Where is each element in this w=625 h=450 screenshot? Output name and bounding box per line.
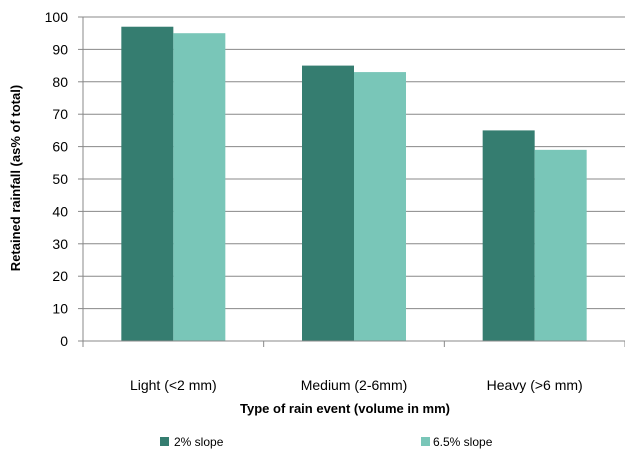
- y-tick-label-40: 40: [52, 203, 68, 219]
- y-tick-label-20: 20: [52, 268, 68, 284]
- x-category-label-0: Light (<2 mm): [130, 377, 217, 393]
- legend-label-6-5pct-slope: 6.5% slope: [433, 435, 493, 449]
- y-tick-label-50: 50: [52, 171, 68, 187]
- y-tick-label-90: 90: [52, 41, 68, 57]
- bar-heavy-6-mm-2-slope: [482, 130, 535, 341]
- bars: [121, 26, 587, 341]
- legend-swatch-6-5pct-slope: [421, 437, 430, 446]
- y-tick-labels: 0 10 20 30 40 50 60 70 80 90 100: [45, 9, 69, 349]
- bar-medium-2-6mm-2-slope: [302, 65, 354, 341]
- bar-light-2-mm-6-5-slope: [173, 33, 226, 341]
- y-tick-label-60: 60: [52, 139, 68, 155]
- bar-heavy-6-mm-6-5-slope: [534, 149, 587, 341]
- y-axis-title: Retained rainfall (as% of total): [8, 85, 23, 271]
- y-tick-label-80: 80: [52, 74, 68, 90]
- legend-label-2pct-slope: 2% slope: [174, 435, 224, 449]
- y-tick-label-10: 10: [52, 301, 68, 317]
- x-axis-title: Type of rain event (volume in mm): [240, 401, 450, 416]
- y-tick-label-30: 30: [52, 236, 68, 252]
- legend-swatch-2pct-slope: [160, 437, 169, 446]
- y-tick-label-100: 100: [45, 9, 69, 25]
- y-tick-label-70: 70: [52, 106, 68, 122]
- bar-light-2-mm-2-slope: [121, 26, 174, 341]
- x-category-label-2: Heavy (>6 mm): [487, 377, 583, 393]
- category-labels: Light (<2 mm) Medium (2-6mm) Heavy (>6 mm): [130, 377, 583, 393]
- axes: [78, 16, 625, 347]
- legend: 2% slope 6.5% slope: [160, 435, 493, 449]
- x-category-label-1: Medium (2-6mm): [301, 377, 408, 393]
- bar-medium-2-6mm-6-5-slope: [354, 72, 406, 341]
- y-tick-label-0: 0: [60, 333, 68, 349]
